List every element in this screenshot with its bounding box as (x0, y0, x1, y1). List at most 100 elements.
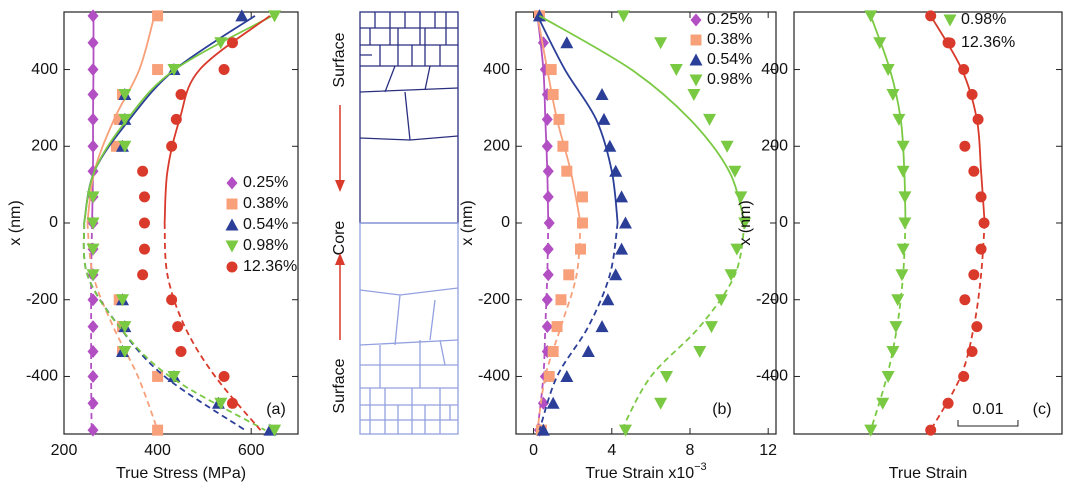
legend-marker (944, 37, 956, 49)
point (896, 165, 910, 178)
point (113, 113, 125, 125)
x-axis-label: True Stress (MPa) (116, 465, 246, 482)
point (881, 370, 895, 383)
point (609, 164, 623, 177)
point (536, 423, 550, 436)
fit-curve (163, 222, 262, 431)
point (730, 243, 744, 256)
point (87, 320, 99, 334)
legend-marker (690, 13, 702, 27)
point (560, 369, 574, 382)
point (166, 294, 178, 306)
point (546, 396, 560, 409)
point (555, 294, 567, 306)
point (110, 140, 122, 152)
point (617, 10, 631, 23)
point (152, 64, 164, 76)
legend-label: 0.38% (243, 195, 288, 212)
y-axis-label: x (nm) (7, 200, 24, 245)
point (543, 370, 555, 382)
fit-curve (538, 222, 619, 431)
scale-bar-label: 0.01 (972, 401, 1003, 418)
point (601, 293, 615, 306)
point (214, 397, 228, 410)
y-axis-label: x (nm) (459, 200, 476, 245)
fit-curve (86, 222, 159, 431)
y-tick-label: -200 (478, 291, 510, 308)
y-tick-label: 200 (483, 137, 510, 154)
point (660, 370, 674, 383)
point (87, 369, 99, 383)
point (595, 320, 609, 333)
point (925, 424, 937, 436)
point (704, 321, 718, 334)
point (118, 88, 132, 101)
point (137, 165, 149, 177)
legend-label: 12.36% (961, 34, 1015, 51)
point (87, 423, 99, 437)
point (86, 269, 100, 282)
point (118, 321, 132, 334)
point (892, 113, 906, 126)
point (542, 268, 554, 282)
x-axis-label: True Strain x10−3 (585, 461, 706, 482)
point (86, 243, 100, 256)
point (543, 216, 555, 230)
point (152, 424, 164, 436)
point (547, 346, 559, 358)
point (560, 36, 574, 49)
x-axis-label: True Strain (889, 465, 968, 482)
diagram-label: Surface (331, 358, 348, 413)
grain-diagram (359, 11, 459, 435)
point (541, 293, 553, 307)
point (654, 397, 668, 410)
legend-label: 0.98% (707, 71, 752, 88)
point (116, 294, 129, 307)
point (576, 217, 588, 229)
point (541, 320, 553, 334)
y-tick-label: -200 (26, 291, 58, 308)
point (87, 112, 99, 126)
point (152, 370, 164, 382)
diagram-label: Core (331, 221, 348, 256)
series: 0.38% (533, 10, 752, 436)
point (618, 424, 632, 437)
x-axis-label-text: True Stress (MPa) (116, 465, 246, 482)
point (618, 216, 632, 229)
point (87, 345, 99, 359)
point (118, 113, 132, 126)
legend-marker (943, 14, 957, 27)
point (898, 191, 912, 204)
fit-curve (539, 15, 746, 224)
x-axis-label-text: True Strain x10 (585, 465, 694, 482)
panel: -400 -200 0 200 400 200 400 600 True Stress (MPa… (7, 9, 299, 482)
point (738, 217, 752, 230)
point (226, 37, 238, 49)
y-tick-label: 0 (501, 214, 510, 231)
point (942, 397, 954, 409)
point (87, 87, 99, 101)
fit-curve (83, 15, 273, 224)
point (864, 10, 878, 23)
point (971, 321, 983, 333)
legend-marker (225, 218, 239, 231)
point (87, 63, 99, 77)
y-tick-label: 0 (779, 214, 788, 231)
plot-frame (793, 11, 1063, 435)
point (175, 346, 187, 358)
point (896, 243, 910, 256)
point (87, 293, 99, 307)
diagram-labels: Surface Core Surface (331, 32, 348, 413)
panel: -400 -200 0 200 400 0 4 8 12 True Strain x10−3 x (… (459, 9, 777, 482)
point (138, 191, 150, 203)
point (175, 88, 187, 100)
legend-label: 0.25% (707, 11, 752, 28)
fit-curve (82, 222, 266, 431)
fit-curve (82, 222, 246, 431)
panel: -400 -200 0 200 400 True Strain x (nm) (c) 0.01 0… (737, 10, 1063, 482)
legend-label: 0.54% (243, 216, 288, 233)
point (541, 112, 553, 126)
point (615, 190, 629, 203)
point (609, 268, 623, 281)
series: 0.98% (864, 10, 1006, 437)
